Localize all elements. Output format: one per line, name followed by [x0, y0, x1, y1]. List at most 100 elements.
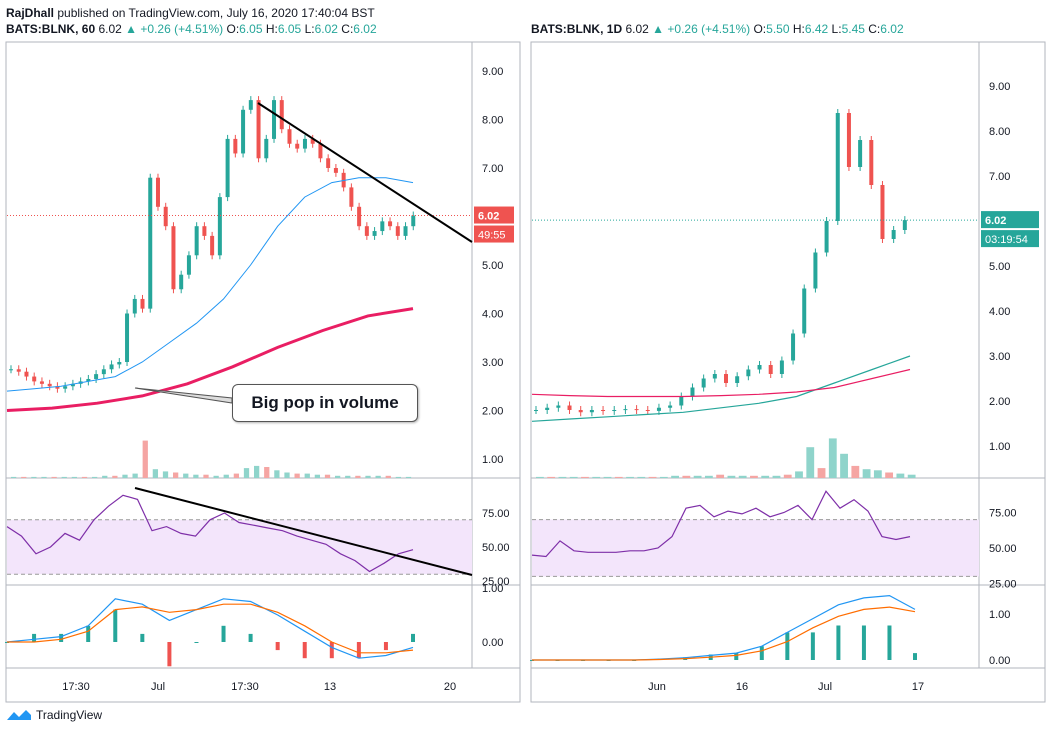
right-rsi-line: [531, 490, 911, 558]
right-price-tick: 1.00: [989, 441, 1010, 453]
left-candle: [155, 177, 160, 207]
right-volume-bar: [581, 476, 589, 478]
right-candle: [701, 378, 706, 388]
right-candle: [690, 387, 695, 397]
left-candle: [125, 313, 130, 362]
left-candle: [179, 274, 184, 290]
right-candle: [858, 140, 863, 167]
left-candle: [101, 369, 106, 375]
left-volume-bar: [314, 474, 321, 478]
right-candle: [835, 113, 840, 221]
right-price-tick: 8.00: [989, 126, 1010, 138]
left-l: 6.02: [314, 22, 338, 36]
left-candle: [395, 226, 400, 236]
left-macd-hist: [32, 633, 37, 642]
right-volume-bar: [704, 475, 713, 478]
left-price-tick: 2.00: [482, 406, 503, 418]
left-price-label-bg: [474, 206, 514, 224]
right-volume-bar: [682, 475, 691, 478]
left-macd-hist: [383, 642, 388, 651]
left-price-tick: 1.00: [482, 454, 503, 466]
left-candle: [163, 206, 168, 227]
left-time-tick: 17:30: [231, 681, 259, 693]
publish-info: published on TradingView.com, July 16, 2…: [57, 6, 375, 20]
volume-callout[interactable]: Big pop in volume: [232, 384, 418, 422]
right-rsi-band: [532, 519, 979, 577]
right-l-label: L:: [831, 22, 842, 36]
right-h: 6.42: [804, 22, 829, 36]
right-o: 5.50: [766, 22, 790, 36]
right-candle: [891, 230, 896, 239]
left-macd-hist: [140, 633, 145, 642]
left-candle: [372, 231, 377, 236]
left-volume-bar: [81, 476, 88, 478]
left-volume-bar: [304, 473, 310, 478]
left-rsi-line: [6, 494, 414, 573]
left-volume-bar: [335, 475, 341, 478]
right-volume-bar: [637, 476, 646, 478]
left-volume-bar: [152, 469, 159, 478]
left-candle: [318, 143, 323, 159]
left-candle: [16, 369, 21, 372]
left-candle: [194, 226, 199, 256]
right-volume-bar: [896, 473, 905, 478]
right-candle: [589, 410, 594, 413]
right-countdown-bg: [981, 230, 1039, 248]
right-macd-hist: [734, 653, 739, 660]
left-candle: [302, 138, 307, 149]
left-macd-hist: [248, 633, 253, 642]
right-candle: [869, 140, 874, 185]
left-price-tick: 4.00: [482, 309, 503, 321]
right-price-tick: 2.00: [989, 396, 1010, 408]
left-candle: [32, 376, 37, 382]
right-macd-line: [532, 594, 916, 661]
right-macd-hist: [913, 653, 917, 660]
left-candle: [248, 100, 253, 110]
right-candle: [612, 410, 617, 411]
right-candle: [791, 333, 796, 361]
left-volume-bar: [365, 475, 371, 478]
right-rsi-tick: 25.00: [989, 579, 1017, 591]
right-candle: [668, 405, 673, 408]
left-volume-bar: [213, 475, 219, 478]
left-volume-bar: [345, 475, 351, 478]
left-candle: [349, 187, 354, 207]
left-volume-bar: [264, 467, 270, 478]
footer-brand[interactable]: TradingView: [6, 708, 102, 722]
right-countdown: 03:19:54: [985, 234, 1028, 246]
right-volume-bar: [693, 475, 702, 478]
left-candle: [171, 226, 176, 290]
right-price-tick: 7.00: [989, 171, 1010, 183]
left-macd-hist: [221, 625, 226, 642]
left-candle: [117, 362, 122, 365]
right-volume-bar: [806, 447, 815, 478]
left-h-label: H:: [265, 22, 278, 36]
right-volume-bar: [569, 476, 578, 478]
left-candle: [94, 374, 99, 379]
right-candle: [757, 365, 762, 370]
right-volume-bar: [727, 475, 736, 478]
left-volume-bar: [203, 474, 209, 478]
left-candle: [132, 298, 137, 314]
right-candle: [813, 252, 818, 289]
right-volume-bar: [828, 438, 837, 478]
price-trendline: [257, 102, 473, 243]
right-macd-hist: [785, 632, 790, 660]
right-time-tick: Jul: [818, 681, 832, 693]
left-candle: [24, 371, 29, 377]
right-volume-bar: [671, 475, 679, 478]
right-change: +0.26 (+4.51%): [667, 22, 751, 36]
left-volume-bar: [11, 476, 17, 478]
left-candle: [9, 369, 13, 371]
right-rsi-tick: 50.00: [989, 543, 1017, 555]
right-candle: [880, 185, 885, 239]
left-macd-hist: [356, 642, 361, 659]
left-ticker: BATS:BLNK, 60: [6, 22, 96, 36]
right-macd-hist: [810, 632, 815, 660]
author-name[interactable]: RajDhall: [6, 6, 55, 20]
left-volume-bar: [395, 476, 402, 478]
right-volume-bar: [885, 472, 894, 478]
left-candle: [326, 158, 331, 168]
left-volume-bar: [193, 474, 199, 478]
